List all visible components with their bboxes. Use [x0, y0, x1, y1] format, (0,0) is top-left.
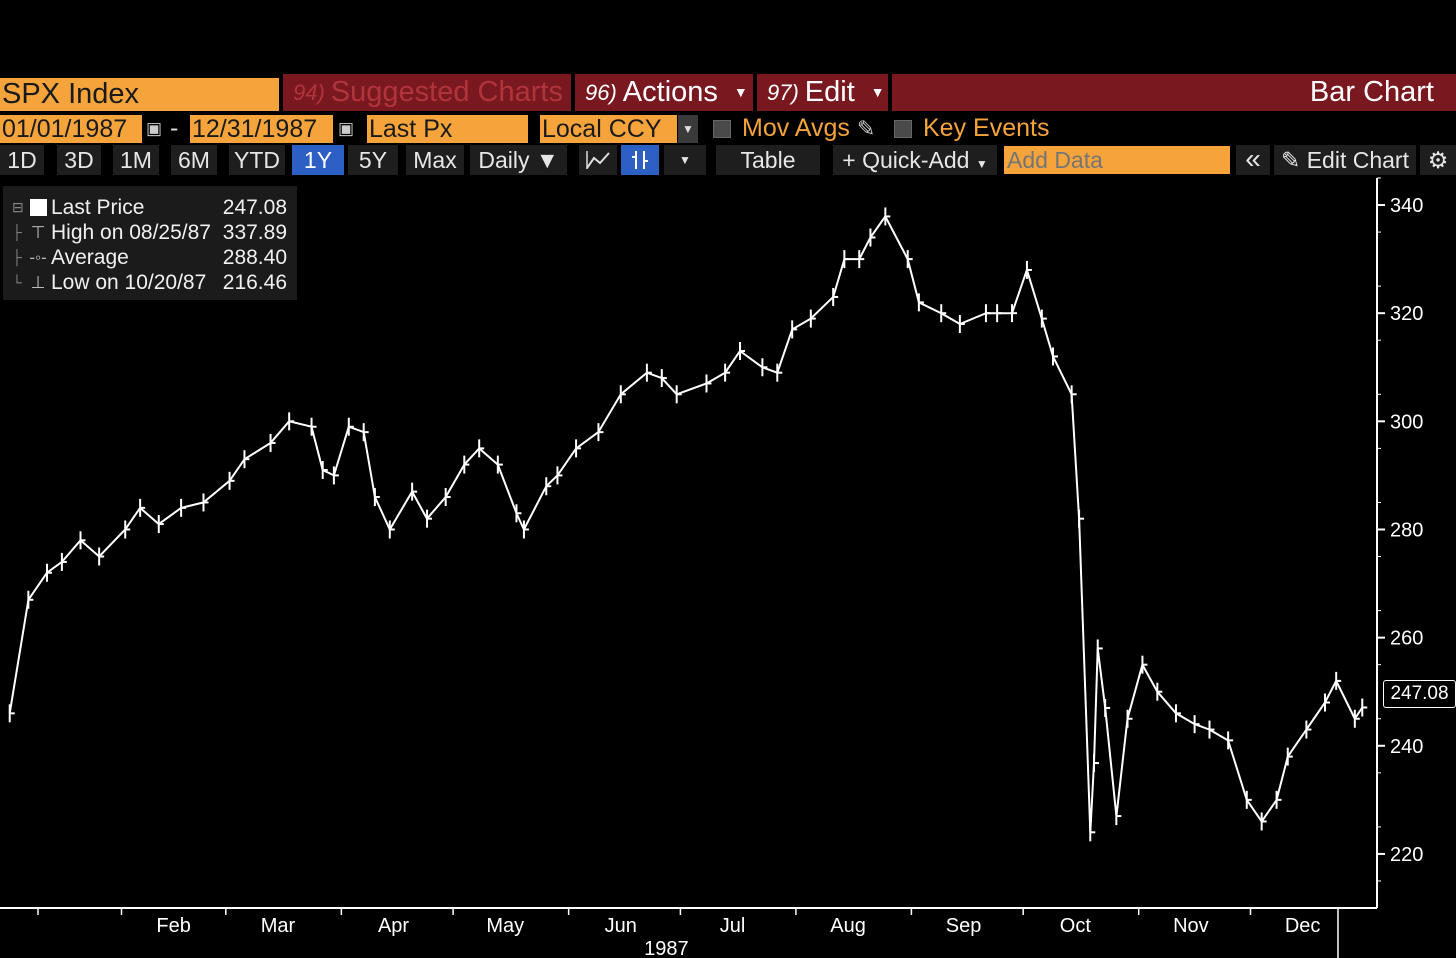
price-field-select[interactable]: Last Px	[367, 115, 528, 143]
edit-number: 97)	[767, 80, 799, 105]
x-tick-label: Feb	[156, 915, 190, 937]
x-tick-label: Aug	[830, 915, 866, 937]
ticker-field[interactable]: SPX Index	[0, 78, 279, 111]
edit-chart-button[interactable]: ✎ Edit Chart	[1274, 145, 1416, 175]
y-axis: 220 240 260 280 300 320 340	[1376, 177, 1423, 908]
add-data-input[interactable]	[1004, 146, 1230, 174]
settings-gear-icon[interactable]: ⚙	[1420, 145, 1456, 175]
last-price-swatch-icon	[30, 199, 47, 216]
x-tick-label: Mar	[261, 915, 296, 937]
legend-panel: ⊟ Last Price 247.08 ├ ⊤ High on 08/25/87…	[3, 186, 297, 300]
pencil-icon[interactable]: ✎	[856, 116, 876, 141]
legend-average[interactable]: ├ -◦- Average 288.40	[3, 245, 297, 270]
bar-chart-icon[interactable]	[621, 145, 659, 175]
tree-branch-icon: ├	[12, 249, 22, 265]
legend-value: 337.89	[222, 221, 287, 244]
actions-menu[interactable]: 96) Actions ▼	[575, 74, 753, 111]
quick-add-label: + Quick-Add	[842, 147, 970, 173]
legend-high[interactable]: ├ ⊤ High on 08/25/87 337.89	[3, 220, 297, 245]
quick-add-caret-icon: ▼	[975, 157, 988, 171]
chart-title-label: Bar Chart	[1309, 76, 1434, 108]
price-bars	[8, 207, 1368, 842]
edit-chart-label: Edit Chart	[1306, 147, 1409, 173]
period-max-button[interactable]: Max	[406, 145, 464, 175]
period-1d-button[interactable]: 1D	[0, 145, 44, 175]
mov-avgs-label: Mov Avgs ✎	[742, 114, 875, 143]
suggested-charts-number: 94)	[293, 80, 325, 105]
legend-label: Low on 10/20/87	[51, 271, 207, 294]
key-events-label: Key Events	[923, 114, 1050, 142]
legend-value: 247.08	[222, 196, 287, 219]
line-chart-icon[interactable]	[579, 145, 617, 175]
legend-collapse-icon[interactable]: ⊟	[12, 199, 24, 215]
price-line	[8, 214, 1364, 833]
x-tick-label: Nov	[1173, 915, 1209, 937]
mov-avgs-checkbox[interactable]	[713, 120, 731, 138]
x-tick-label: Jun	[605, 915, 637, 937]
x-axis: Feb Mar Apr May Jun Jul Aug Sep Oct Nov Dec 1987	[0, 907, 1377, 958]
period-3d-button[interactable]: 3D	[57, 145, 101, 175]
x-tick-label: Sep	[946, 915, 982, 937]
chart-type-dropdown-icon[interactable]: ▼	[664, 145, 706, 175]
suggested-charts-label: Suggested Charts	[330, 76, 563, 108]
end-calendar-icon[interactable]: ▣	[337, 119, 355, 138]
x-tick-label: Jul	[720, 915, 746, 937]
mov-avgs-text: Mov Avgs	[742, 114, 850, 142]
legend-value: 216.46	[222, 271, 287, 294]
high-marker-icon: ⊤	[30, 223, 46, 242]
table-button[interactable]: Table	[716, 145, 820, 175]
currency-dropdown-icon[interactable]: ▼	[678, 115, 698, 143]
legend-label: High on 08/25/87	[51, 221, 211, 244]
y-tick-label: 340	[1390, 195, 1423, 217]
period-1y-button[interactable]: 1Y	[292, 145, 344, 175]
y-tick-label: 260	[1390, 628, 1423, 650]
y-tick-label: 240	[1390, 736, 1423, 758]
legend-label: Last Price	[51, 196, 145, 219]
y-tick-label: 220	[1390, 844, 1423, 866]
tree-branch-icon: ├	[12, 224, 22, 240]
x-tick-label: Dec	[1285, 915, 1321, 937]
key-events-checkbox[interactable]	[894, 120, 912, 138]
edit-caret-icon: ▼	[870, 84, 885, 100]
actions-caret-icon: ▼	[733, 84, 748, 100]
start-calendar-icon[interactable]: ▣	[145, 119, 163, 138]
currency-select[interactable]: Local CCY	[540, 115, 677, 143]
edit-chart-pencil-icon: ✎	[1281, 147, 1301, 173]
legend-label: Average	[51, 246, 129, 269]
actions-label: Actions	[622, 76, 718, 108]
low-marker-icon: ⊥	[30, 273, 46, 292]
legend-value: 288.40	[222, 246, 287, 269]
y-tick-label: 280	[1390, 519, 1423, 541]
period-1m-button[interactable]: 1M	[113, 145, 159, 175]
x-year-label: 1987	[644, 938, 689, 958]
tree-branch-icon: └	[12, 274, 22, 290]
chart-title: Bar Chart	[892, 74, 1456, 111]
edit-menu[interactable]: 97) Edit ▼	[757, 74, 888, 111]
frequency-select[interactable]: Daily ▼	[470, 145, 567, 175]
legend-low[interactable]: └ ⊥ Low on 10/20/87 216.46	[3, 270, 297, 295]
x-tick-label: Oct	[1060, 915, 1092, 937]
last-price-badge: 247.08	[1383, 680, 1456, 708]
x-tick-label: May	[486, 915, 524, 937]
y-tick-label: 300	[1390, 411, 1423, 433]
period-5y-button[interactable]: 5Y	[348, 145, 398, 175]
start-date-field[interactable]: 01/01/1987	[0, 115, 142, 143]
y-tick-label: 320	[1390, 303, 1423, 325]
period-6m-button[interactable]: 6M	[171, 145, 217, 175]
legend-last-price[interactable]: ⊟ Last Price 247.08	[3, 195, 297, 220]
average-marker-icon: -◦-	[29, 248, 47, 267]
suggested-charts-button[interactable]: 94) Suggested Charts	[283, 74, 571, 111]
collapse-icon[interactable]: «	[1236, 145, 1270, 175]
x-tick-label: Apr	[378, 915, 409, 937]
edit-label: Edit	[804, 76, 855, 108]
period-ytd-button[interactable]: YTD	[229, 145, 285, 175]
quick-add-button[interactable]: + Quick-Add ▼	[833, 145, 997, 175]
end-date-field[interactable]: 12/31/1987	[190, 115, 333, 143]
actions-number: 96)	[585, 80, 617, 105]
date-separator: -	[170, 114, 179, 142]
